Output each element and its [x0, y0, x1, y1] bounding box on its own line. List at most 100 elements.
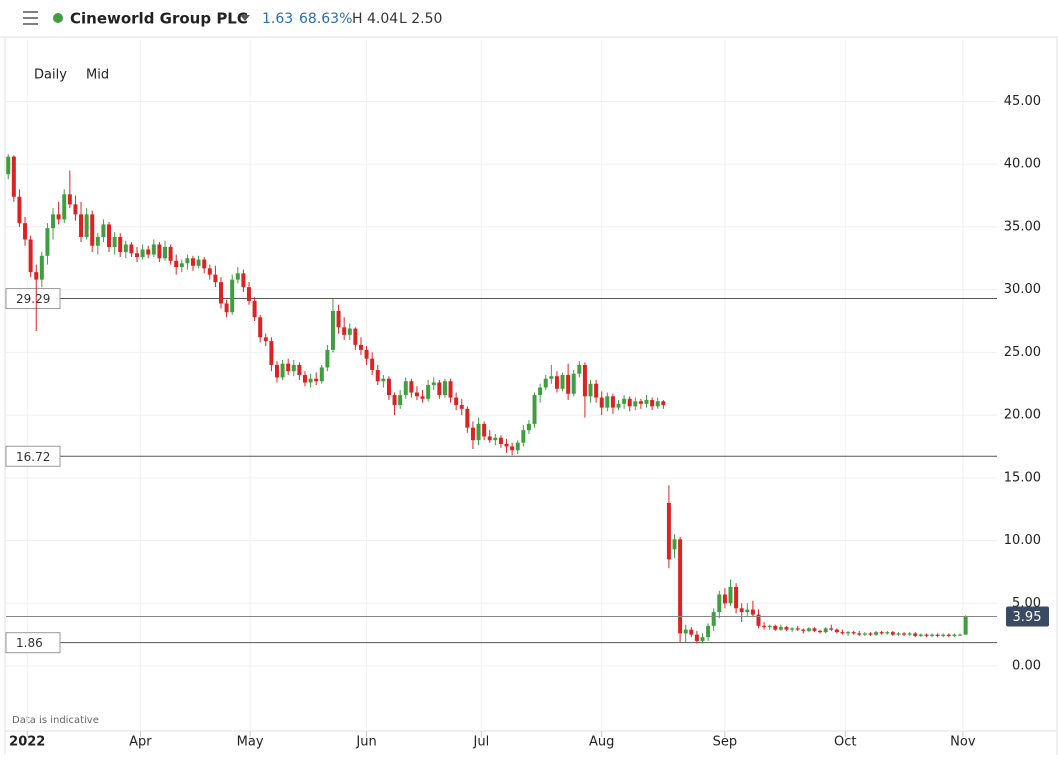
candle-body — [179, 263, 184, 268]
price-line-label-box — [5, 445, 61, 467]
candle-body — [112, 236, 117, 247]
candle-body — [913, 633, 918, 636]
candle-body — [885, 632, 890, 634]
candle-body — [45, 228, 50, 256]
candle-body — [185, 258, 190, 264]
candle-body — [566, 374, 571, 394]
candle-body — [101, 224, 106, 237]
candle-body — [39, 255, 44, 280]
candle-body — [336, 310, 341, 328]
current-price-box — [1006, 606, 1049, 627]
candle-body — [829, 628, 834, 630]
x-tick-label: May — [237, 735, 264, 750]
candle-body — [902, 633, 907, 635]
candle-body — [678, 539, 683, 634]
candle-body — [896, 633, 901, 635]
candle-body — [302, 374, 307, 383]
candle-body — [739, 608, 744, 613]
y-tick-label: 15.00 — [1004, 470, 1041, 485]
candle-body — [622, 398, 627, 404]
y-tick-label: 20.00 — [1004, 408, 1041, 423]
current-price-label: 3.95 — [1013, 610, 1042, 625]
candle-body — [168, 247, 173, 261]
candle-body — [745, 609, 750, 613]
candle-body — [476, 423, 481, 441]
candle-body — [448, 381, 453, 398]
candle-body — [431, 382, 436, 385]
candle-body — [722, 594, 727, 604]
candle-body — [706, 625, 711, 638]
candle-body — [963, 616, 968, 635]
candle-body — [756, 614, 761, 626]
note: Data is indicative — [12, 715, 99, 726]
instrument-title[interactable]: Cineworld Group PLC — [70, 10, 248, 28]
candle-body — [694, 634, 699, 641]
candle-body — [11, 156, 16, 197]
candle-body — [235, 273, 240, 280]
candle-body — [952, 634, 957, 636]
candle-body — [588, 383, 593, 397]
y-tick-label: 45.00 — [1004, 94, 1041, 109]
candle-body — [482, 423, 487, 437]
candle-body — [56, 214, 61, 220]
candle-body — [504, 443, 509, 447]
y-tick-label: 35.00 — [1004, 219, 1041, 234]
candle-body — [297, 364, 302, 375]
candle-body — [442, 381, 447, 396]
candle-body — [711, 612, 716, 626]
candle-body — [571, 373, 576, 394]
price-line-label: 29.29 — [16, 292, 50, 306]
candle-body — [689, 629, 694, 635]
candle-body — [73, 204, 78, 215]
candle-body — [599, 397, 604, 408]
price-line-label-box — [5, 288, 61, 310]
candle-body — [700, 637, 705, 641]
status-dot — [53, 13, 63, 23]
interval[interactable]: Daily — [34, 68, 67, 83]
candle-body — [403, 381, 408, 396]
candle-body — [465, 408, 470, 428]
candle-body — [386, 378, 391, 396]
candle-body — [924, 634, 929, 636]
candle-body — [823, 628, 828, 633]
candle-body — [778, 627, 783, 630]
dropdown-arrow[interactable] — [240, 15, 250, 21]
candle-body — [946, 634, 951, 636]
candle-body — [246, 287, 251, 301]
candle-body — [857, 633, 862, 635]
candle-body — [470, 427, 475, 441]
high: H 4.04 — [352, 11, 398, 27]
candle-body — [381, 378, 386, 382]
candle-body — [84, 214, 89, 237]
candle-body — [330, 310, 335, 350]
candle-body — [728, 586, 733, 604]
menu-icon[interactable] — [23, 11, 38, 25]
candle-body — [269, 341, 274, 365]
candle-body — [762, 625, 767, 628]
candle-body — [174, 260, 179, 268]
x-tick-label: Jun — [355, 735, 376, 750]
x-tick-label: Oct — [834, 735, 856, 750]
candle-body — [672, 539, 677, 550]
candle-body — [347, 328, 352, 335]
candle-body — [258, 317, 263, 338]
candle-body — [414, 392, 419, 397]
price-line-label: 1.86 — [16, 636, 43, 650]
candle-body — [213, 274, 218, 283]
candle-body — [930, 634, 935, 636]
candle-body — [560, 374, 565, 389]
candle-body — [801, 629, 806, 631]
candle-body — [868, 633, 873, 635]
candle-body — [151, 244, 156, 255]
candle-body — [879, 632, 884, 634]
candle-body — [280, 363, 285, 378]
price-type[interactable]: Mid — [86, 68, 109, 83]
candle-body — [549, 376, 554, 379]
candle-body — [420, 396, 425, 399]
candle-body — [616, 403, 621, 408]
candle-body — [370, 358, 375, 370]
candle-body — [398, 395, 403, 406]
candle-body — [874, 632, 879, 635]
